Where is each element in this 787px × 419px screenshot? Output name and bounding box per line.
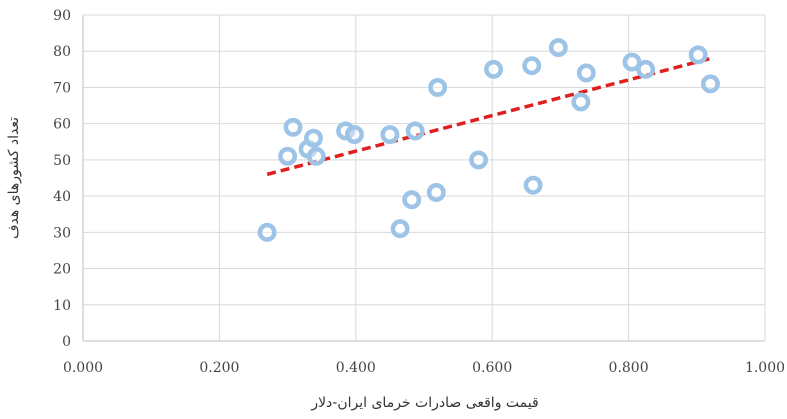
data-point: [522, 56, 542, 76]
data-point: [380, 125, 400, 144]
y-tick-label: 10: [53, 298, 71, 314]
data-point: [523, 175, 543, 195]
y-tick-label: 20: [53, 262, 71, 278]
data-point: [402, 190, 422, 210]
data-point: [283, 117, 303, 137]
y-axis-title: تعداد کشورهای هدف: [6, 117, 22, 239]
trendline-group: [266, 56, 711, 177]
y-tick-label: 50: [53, 153, 71, 169]
data-point: [426, 183, 446, 202]
y-tick-label: 80: [53, 44, 71, 60]
axes: [82, 15, 765, 342]
y-tick-label: 30: [53, 225, 71, 241]
x-tick-label: 1.000: [745, 360, 785, 376]
data-point: [405, 121, 425, 141]
data-point: [548, 38, 568, 58]
data-point: [257, 222, 277, 242]
x-axis-title: قیمت واقعی صادرات خرمای ایران-دلار: [310, 395, 538, 411]
y-tick-label: 40: [53, 189, 71, 205]
data-point: [636, 59, 656, 79]
y-tick-label: 60: [53, 117, 71, 133]
y-tick-labels: 0 10 20 30 40 50 60 70 80 90: [53, 8, 71, 350]
y-tick-label: 0: [62, 334, 71, 350]
data-point: [390, 219, 410, 239]
x-tick-label: 0.800: [609, 360, 649, 376]
x-tick-label: 0.600: [472, 360, 512, 376]
gridlines: [83, 14, 766, 341]
data-point: [304, 128, 323, 148]
x-tick-label: 0.000: [63, 360, 103, 376]
data-point: [688, 45, 708, 65]
y-tick-label: 90: [53, 8, 71, 24]
y-tick-label: 70: [53, 80, 71, 96]
x-tick-label: 0.200: [199, 360, 239, 376]
data-point: [571, 92, 591, 112]
data-point: [428, 77, 448, 97]
data-point: [622, 52, 642, 72]
data-point: [344, 125, 364, 144]
data-point: [576, 63, 596, 83]
data-point: [700, 74, 720, 94]
x-tick-label: 0.400: [336, 360, 376, 376]
data-point: [484, 59, 504, 79]
data-points: [257, 38, 720, 242]
trendline: [266, 56, 711, 177]
data-point: [278, 146, 298, 166]
x-tick-labels: 0.000 0.200 0.400 0.600 0.800 1.000: [63, 360, 785, 376]
data-point: [306, 146, 326, 166]
data-point: [469, 150, 489, 170]
